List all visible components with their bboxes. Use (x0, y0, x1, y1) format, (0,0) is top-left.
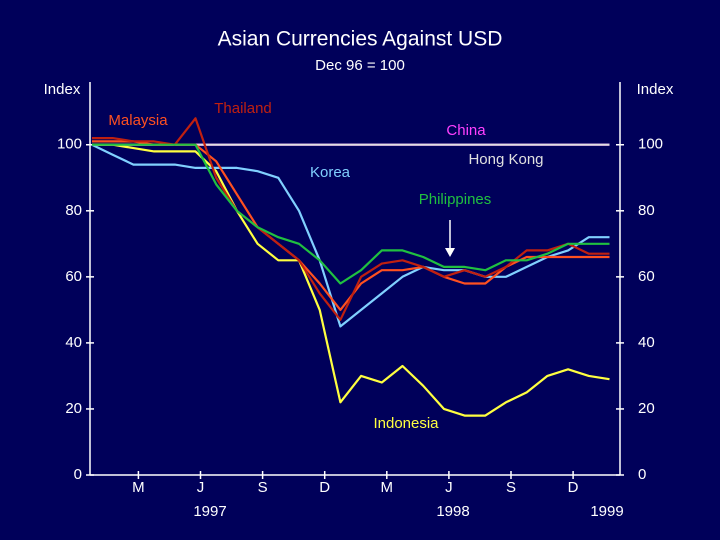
series-line (92, 117, 610, 321)
x-tick-label: M (132, 479, 145, 496)
chart-subtitle: Dec 96 = 100 (315, 57, 405, 74)
x-tick-label: D (568, 479, 579, 496)
series-label: China (446, 122, 486, 139)
series-label: Malaysia (108, 112, 168, 129)
series-label: Thailand (214, 100, 272, 117)
y2-tick-label: 100 (638, 136, 663, 153)
x-tick-label: J (197, 479, 205, 496)
y-tick-label: 100 (57, 136, 82, 153)
y2-tick-label: 80 (638, 202, 655, 219)
y2-tick-label: 0 (638, 466, 646, 483)
series-label: Philippines (419, 191, 492, 208)
y-tick-label: 0 (74, 466, 82, 483)
x-tick-label: J (445, 479, 453, 496)
y-tick-label: 60 (65, 268, 82, 285)
chart-title: Asian Currencies Against USD (218, 28, 503, 51)
x-tick-label: M (381, 479, 394, 496)
y2-tick-label: 60 (638, 268, 655, 285)
y2-tick-label: 40 (638, 334, 655, 351)
year-label: 1998 (436, 503, 469, 520)
y-tick-label: 20 (65, 400, 82, 417)
x-tick-label: S (258, 479, 268, 496)
y-tick-label: 80 (65, 202, 82, 219)
year-label: 1997 (193, 503, 226, 520)
y2-axis-label: Index (637, 81, 674, 98)
y-tick-label: 40 (65, 334, 82, 351)
y2-tick-label: 20 (638, 400, 655, 417)
series-line (92, 143, 610, 285)
x-tick-label: S (506, 479, 516, 496)
x-tick-label: D (319, 479, 330, 496)
series-label: Hong Kong (468, 151, 543, 168)
y-axis-label: Index (44, 81, 81, 98)
series-line (91, 143, 610, 328)
philippines-arrowhead (445, 248, 455, 257)
year-label: 1999 (590, 503, 623, 520)
series-label: Korea (310, 164, 351, 181)
series-label: Indonesia (373, 415, 439, 432)
series-line (92, 143, 610, 417)
